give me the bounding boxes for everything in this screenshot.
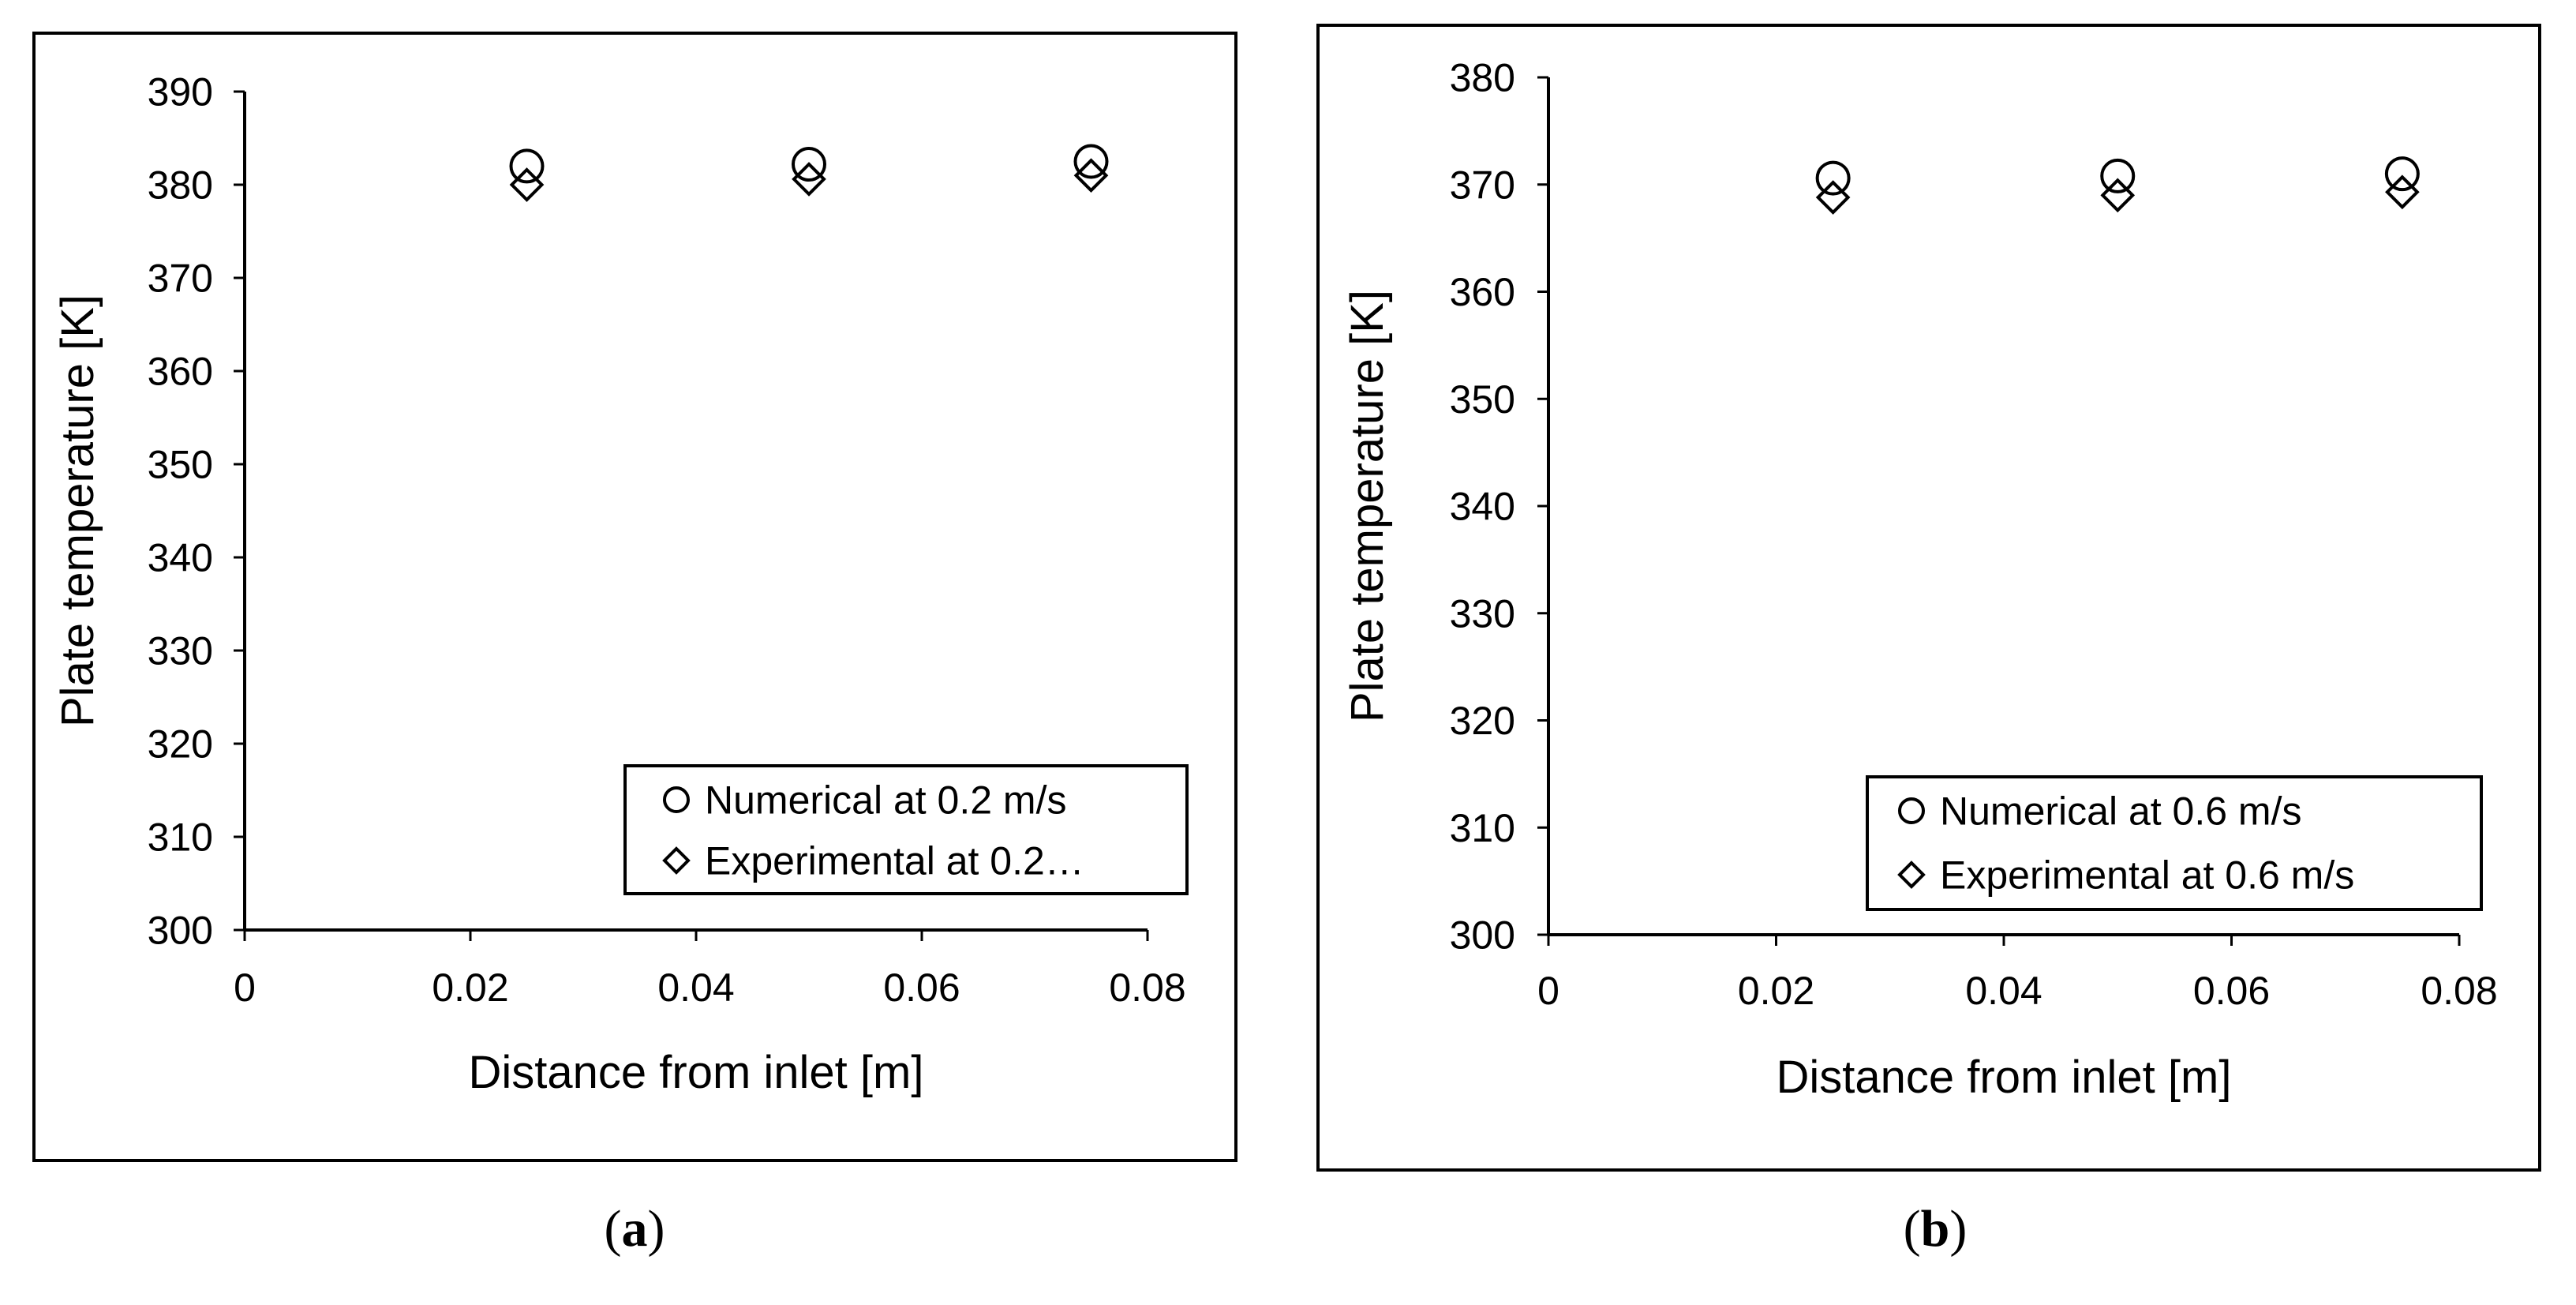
y-tick-label: 380: [148, 163, 213, 208]
y-axis-title: Plate temperature [K]: [1342, 290, 1393, 722]
data-point-diamond: [792, 162, 826, 197]
panel-caption: (a): [605, 1200, 665, 1258]
legend-marker-circle: [1898, 797, 1925, 824]
y-tick-label: 340: [148, 536, 213, 580]
x-tick-label: 0.06: [883, 966, 960, 1010]
panel-frame: [1316, 24, 2541, 1172]
data-point-circle: [2100, 158, 2136, 193]
panel-frame: [32, 32, 1237, 1162]
legend-box: [1866, 775, 2483, 911]
y-tick-label: 330: [1450, 591, 1515, 636]
data-point-circle: [1815, 160, 1851, 196]
data-point-circle: [2384, 156, 2420, 192]
x-tick-label: 0: [234, 966, 256, 1010]
data-point-diamond: [2385, 174, 2420, 210]
chart-panel-b: 300 310 320 330 340 350 360 370 380 0 0.02 0.04 0.06…: [1316, 24, 2541, 1258]
y-tick-label: 320: [1450, 699, 1515, 743]
series-experimental: [509, 158, 1109, 202]
x-axis-title: Distance from inlet [m]: [1777, 1052, 2232, 1103]
panel-caption: (b): [1904, 1200, 1968, 1258]
legend-marker-diamond: [1897, 861, 1926, 889]
legend: Numerical at 0.6 m/s Experimental at 0.6 …: [1866, 775, 2483, 911]
legend-marker-diamond: [662, 846, 691, 875]
x-tick-label: 0.02: [432, 966, 508, 1010]
y-tick-label: 310: [1450, 806, 1515, 850]
legend-label: Numerical at 0.6 m/s: [1940, 789, 2301, 834]
legend-label: Numerical at 0.2 m/s: [705, 778, 1066, 823]
data-point-circle: [1073, 144, 1109, 179]
y-tick-label: 340: [1450, 485, 1515, 529]
chart-panel-a: 300 310 320 330 340 350 360 370 380 390 0 0.02 0.04 0…: [32, 32, 1237, 1258]
series-numerical: [509, 144, 1109, 184]
y-tick-label: 360: [1450, 270, 1515, 314]
y-tick-label: 370: [148, 257, 213, 301]
y-tick-label: 300: [148, 909, 213, 953]
x-tick-label: 0.08: [1109, 966, 1185, 1010]
data-point-diamond: [509, 167, 545, 202]
y-tick-label: 350: [1450, 377, 1515, 422]
y-tick-label: 330: [148, 629, 213, 673]
data-point-diamond: [1073, 158, 1109, 193]
x-tick-label: 0.02: [1738, 969, 1814, 1013]
y-tick-label: 320: [148, 722, 213, 767]
y-axis-title: Plate temperature [K]: [52, 294, 103, 727]
y-tick-label: 390: [148, 70, 213, 114]
y-tick-label: 350: [148, 443, 213, 487]
y-tick-label: 310: [148, 816, 213, 860]
y-tick-label: 370: [1450, 163, 1515, 207]
x-tick-label: 0.04: [657, 966, 734, 1010]
legend-marker-circle: [663, 786, 690, 813]
y-tick-label: 300: [1450, 913, 1515, 958]
x-axis-title: Distance from inlet [m]: [469, 1047, 924, 1098]
x-tick-label: 0.06: [2193, 969, 2270, 1013]
data-point-circle: [509, 148, 545, 184]
y-tick-label: 360: [148, 350, 213, 394]
legend-label: Experimental at 0.6 m/s: [1940, 853, 2354, 898]
y-tick-label: 380: [1450, 56, 1515, 100]
x-tick-label: 0.08: [2421, 969, 2497, 1013]
x-tick-label: 0.04: [1965, 969, 2042, 1013]
data-point-circle: [792, 147, 826, 182]
data-point-diamond: [2100, 178, 2136, 213]
legend-label: Experimental at 0.2…: [705, 839, 1084, 883]
series-numerical: [1815, 156, 2420, 196]
x-tick-label: 0: [1537, 969, 1559, 1013]
legend: Numerical at 0.2 m/s Experimental at 0.2…: [623, 764, 1189, 895]
legend-box: [623, 764, 1189, 895]
data-point-diamond: [1815, 180, 1851, 215]
series-experimental: [1815, 174, 2420, 215]
